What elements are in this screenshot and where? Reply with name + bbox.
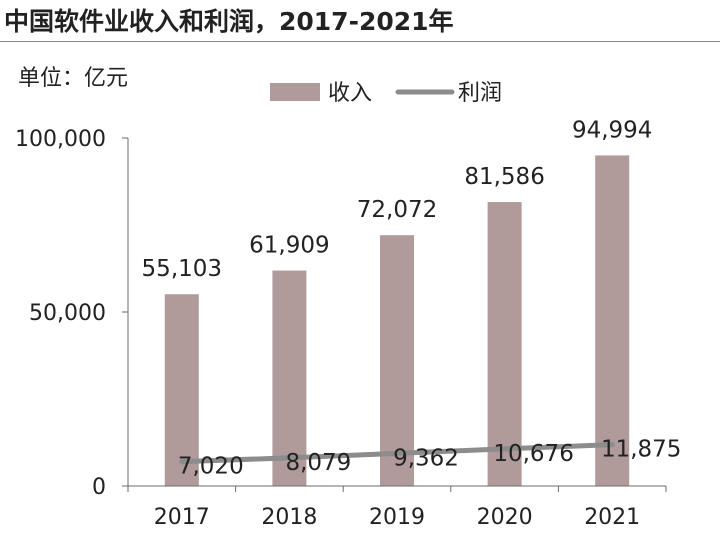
bar-data-label: 81,586 — [464, 164, 544, 190]
bar-data-label: 72,072 — [357, 197, 437, 223]
legend-label-revenue: 收入 — [328, 81, 372, 106]
bar-data-label: 94,994 — [572, 117, 652, 143]
x-tick-label: 2021 — [584, 505, 640, 530]
bar-2019 — [380, 235, 414, 486]
x-tick-label: 2019 — [369, 505, 425, 530]
bar-2017 — [164, 294, 199, 486]
bar-data-label: 55,103 — [142, 256, 222, 282]
line-data-label: 7,020 — [178, 454, 244, 480]
legend-swatch-revenue — [270, 83, 320, 101]
bar-2020 — [487, 202, 522, 486]
series-line-profit — [179, 442, 615, 465]
x-tick-label: 2018 — [261, 505, 317, 530]
chart-title: 中国软件业收入和利润，2017-2021年 — [4, 7, 454, 36]
x-tick-label: 2020 — [477, 505, 533, 530]
x-tick-label: 2017 — [154, 505, 210, 530]
line-data-label: 11,875 — [601, 437, 681, 463]
title-divider — [0, 41, 720, 42]
y-tick-label: 50,000 — [29, 301, 106, 326]
line-data-label: 8,079 — [285, 450, 351, 476]
bar-2018 — [272, 270, 307, 486]
y-tick-label: 0 — [92, 475, 106, 500]
y-tick-label: 100,000 — [15, 127, 106, 152]
bar-2021 — [595, 155, 630, 486]
bar-data-label: 61,909 — [249, 233, 329, 259]
unit-label: 单位：亿元 — [18, 66, 129, 91]
legend-label-profit: 利润 — [458, 81, 502, 106]
line-data-label: 9,362 — [393, 445, 459, 471]
line-data-label: 10,676 — [493, 441, 573, 467]
